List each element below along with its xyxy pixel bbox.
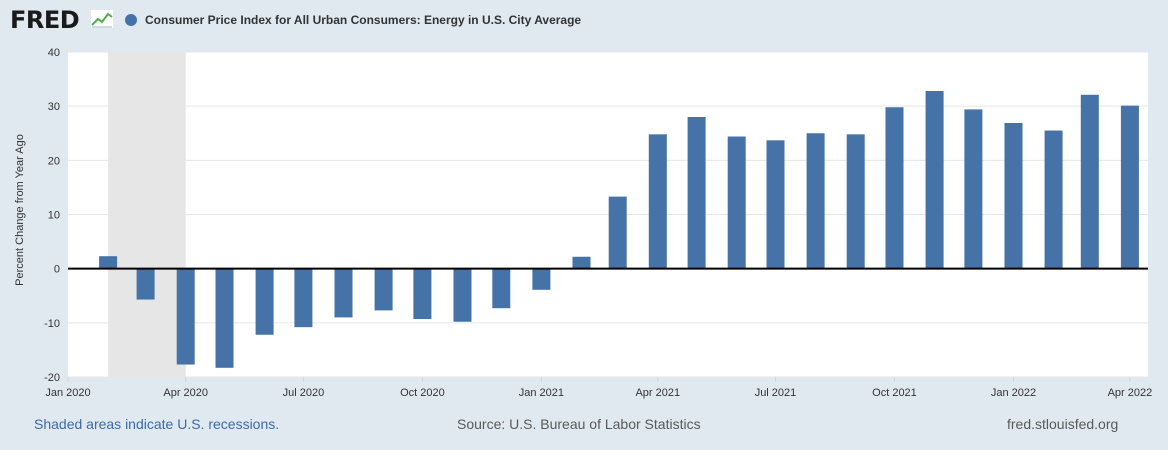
data-bar — [608, 196, 627, 269]
data-bar — [806, 133, 825, 269]
x-tick-label: Apr 2022 — [1108, 387, 1153, 399]
chart-header: FRED Consumer Price Index for All Urban … — [0, 0, 1168, 40]
data-bar — [492, 268, 511, 309]
data-bar — [136, 268, 155, 300]
chart-area: -20 -10 0 10 20 30 40 Jan 2020 Apr 2020 Jul 2020… — [14, 47, 1153, 399]
series-title: Consumer Price Index for All Urban Consu… — [145, 13, 582, 27]
data-bar — [687, 117, 706, 269]
site-link[interactable]: fred.stlouisfed.org — [1007, 416, 1119, 432]
fred-logo-chart-icon — [90, 9, 114, 29]
data-bar — [176, 268, 195, 365]
y-tick-label: 20 — [48, 155, 60, 167]
data-bar — [727, 136, 746, 269]
x-tick-label: Apr 2020 — [163, 387, 208, 399]
data-bar — [1044, 130, 1063, 269]
data-bar — [1004, 122, 1023, 269]
data-bar — [215, 268, 234, 368]
data-bar — [1080, 94, 1099, 269]
y-tick-label: 30 — [48, 101, 60, 113]
data-bar — [766, 140, 785, 269]
data-bar — [334, 268, 353, 318]
x-tick-label: Apr 2021 — [635, 387, 680, 399]
x-tick-label: Jan 2020 — [45, 387, 90, 399]
y-tick-label: 10 — [48, 210, 60, 222]
data-bar — [374, 268, 393, 311]
y-tick-label: 0 — [54, 264, 60, 276]
y-axis-label: Percent Change from Year Ago — [14, 134, 26, 286]
data-bar — [453, 268, 472, 322]
series-legend[interactable]: Consumer Price Index for All Urban Consu… — [125, 10, 581, 30]
data-bar — [925, 91, 944, 269]
x-tick-label: Jan 2022 — [991, 387, 1036, 399]
x-tick-label: Oct 2020 — [400, 387, 445, 399]
x-tick-label: Jul 2021 — [755, 387, 797, 399]
data-bar — [532, 268, 551, 290]
y-tick-label: -10 — [44, 318, 60, 330]
y-tick-label: -20 — [44, 372, 60, 384]
recession-note-link[interactable]: Shaded areas indicate U.S. recessions. — [34, 416, 280, 432]
data-bar — [572, 256, 591, 269]
x-tick-label: Jul 2020 — [283, 387, 325, 399]
data-bar — [99, 256, 118, 269]
data-bar — [964, 109, 983, 269]
data-bar — [294, 268, 313, 328]
y-tick-label: 40 — [48, 47, 60, 59]
legend-dot-icon — [125, 14, 137, 26]
data-bar — [255, 268, 274, 335]
fred-logo[interactable]: FRED — [10, 6, 80, 34]
data-bar — [648, 134, 667, 269]
x-tick-label: Oct 2021 — [872, 387, 917, 399]
data-bar — [846, 134, 865, 269]
x-tick-label: Jan 2021 — [519, 387, 564, 399]
source-text: Source: U.S. Bureau of Labor Statistics — [457, 416, 701, 432]
data-bar — [1120, 105, 1139, 269]
data-bar — [885, 107, 904, 269]
data-bar — [413, 268, 432, 320]
